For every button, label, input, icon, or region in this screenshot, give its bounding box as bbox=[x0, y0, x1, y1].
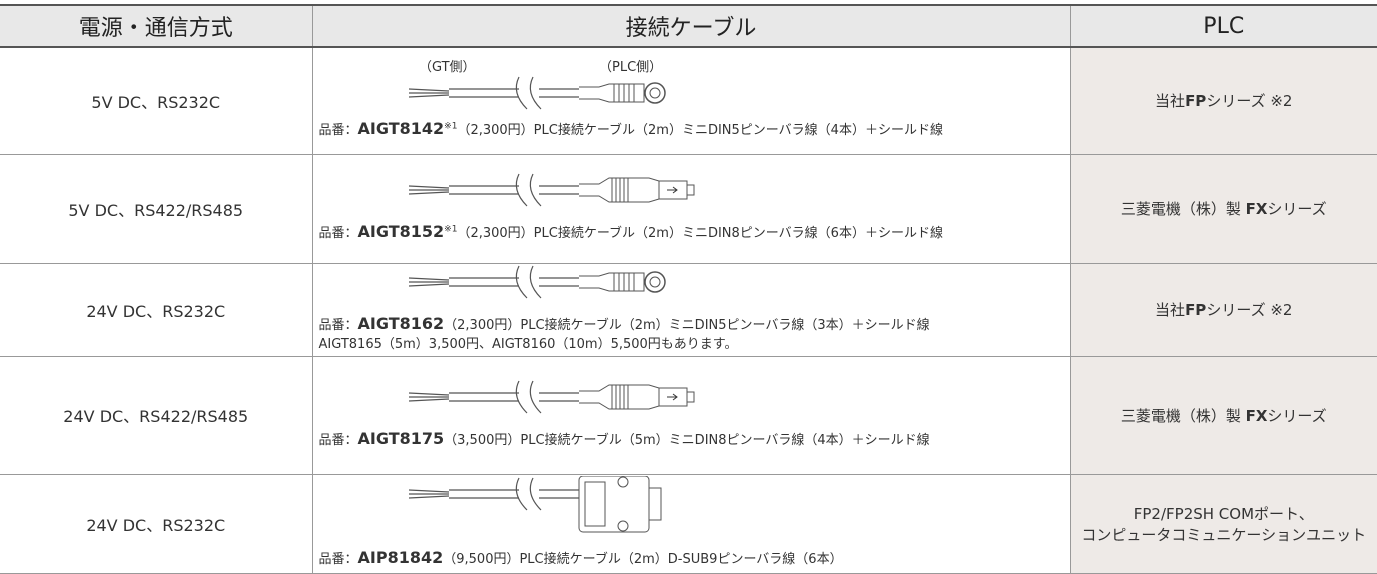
plc-cell: 三菱電機（株）製 FXシリーズ bbox=[1069, 154, 1377, 264]
note: ※1 bbox=[444, 121, 458, 132]
part-line: 品番：AIP81842（9,500円）PLC接続ケーブル（2m）D-SUB9ピン… bbox=[319, 548, 1070, 567]
part-line: 品番：AIGT8142※1（2,300円）PLC接続ケーブル（2m）ミニDIN5… bbox=[319, 119, 1070, 138]
cable-drawing bbox=[409, 476, 829, 536]
plc-cell: FP2/FP2SH COMポート、コンピュータコミュニケーションユニット bbox=[1069, 474, 1377, 574]
part-line: 品番：AIGT8162（2,300円）PLC接続ケーブル（2m）ミニDIN5ピン… bbox=[319, 314, 1070, 333]
power-cell: 24V DC、RS422/RS485 bbox=[0, 356, 312, 475]
plc-text: 当社 bbox=[1155, 301, 1186, 319]
cable-drawing bbox=[409, 379, 829, 417]
plc-text: シリーズ ※2 bbox=[1206, 301, 1293, 319]
plc-text: FP bbox=[1185, 92, 1207, 111]
row: 24V DC、RS422/RS485 品番：AIGT8175（3,500円）PLC… bbox=[0, 356, 1377, 475]
cable-cell: 品番：AIP81842（9,500円）PLC接続ケーブル（2m）D-SUB9ピン… bbox=[311, 474, 1070, 574]
plc-line: FP2/FP2SH COMポート、 bbox=[1133, 504, 1314, 523]
power-cell: 24V DC、RS232C bbox=[0, 474, 312, 574]
plc-text: FX bbox=[1245, 200, 1268, 218]
row: 24V DC、RS232C 品番：AIP81842（9,500円）PLC接続ケーブ… bbox=[0, 474, 1377, 574]
header-cell: PLC bbox=[1069, 4, 1377, 48]
plc-text: FP bbox=[1185, 301, 1207, 319]
cable-cell: 品番：AIGT8162（2,300円）PLC接続ケーブル（2m）ミニDIN5ピン… bbox=[311, 263, 1070, 357]
description: （2,300円）PLC接続ケーブル（2m）ミニDIN5ピンーバラ線（3本）＋シー… bbox=[444, 317, 930, 333]
plc-cell: 三菱電機（株）製 FXシリーズ bbox=[1069, 356, 1377, 475]
header-cell: 電源・通信方式 bbox=[0, 4, 312, 48]
part-number: AIGT8142 bbox=[357, 119, 445, 139]
part-prefix: 品番： bbox=[318, 123, 358, 139]
plc-text: シリーズ bbox=[1267, 200, 1327, 218]
part-prefix: 品番： bbox=[318, 226, 358, 241]
plc-line: コンピュータコミュニケーションユニット bbox=[1081, 525, 1367, 544]
power-cell: 5V DC、RS422/RS485 bbox=[0, 154, 312, 264]
plc-text: シリーズ bbox=[1267, 406, 1327, 425]
description: （2,300円）PLC接続ケーブル（2m）ミニDIN5ピンーバラ線（4本）＋シー… bbox=[457, 123, 943, 139]
table-body: 5V DC、RS232C （GT側） （PLC側） 品番：AIGT8142※1（2,3… bbox=[0, 47, 1377, 574]
row: 24V DC、RS232C 品番：AIGT8162（2,300円）PLC接続ケーブ… bbox=[0, 263, 1377, 357]
part-number: AIP81842 bbox=[357, 548, 444, 567]
cable-drawing bbox=[409, 172, 829, 210]
part-line: 品番：AIGT8152※1（2,300円）PLC接続ケーブル（2m）ミニDIN8… bbox=[319, 222, 1070, 241]
header-row: 電源・通信方式 接続ケーブル PLC bbox=[0, 4, 1377, 48]
plc-text: シリーズ ※2 bbox=[1206, 92, 1293, 111]
plc-text: 三菱電機（株）製 bbox=[1120, 200, 1246, 218]
extra-note: AIGT8165（5m）3,500円、AIGT8160（10m）5,500円もあ… bbox=[318, 336, 738, 352]
plc-cell: 当社FPシリーズ ※2 bbox=[1069, 263, 1377, 357]
plc-text: 当社 bbox=[1155, 92, 1186, 111]
cable-drawing: （GT側） （PLC側） bbox=[409, 60, 829, 111]
note: ※1 bbox=[444, 224, 458, 235]
cable-cell: （GT側） （PLC側） 品番：AIGT8142※1（2,300円）PLC接続ケーブ… bbox=[311, 47, 1070, 155]
cable-drawing bbox=[409, 264, 829, 302]
description: （3,500円）PLC接続ケーブル（5m）ミニDIN8ピンーバラ線（4本）＋シー… bbox=[444, 432, 930, 448]
cable-cell: 品番：AIGT8152※1（2,300円）PLC接続ケーブル（2m）ミニDIN8… bbox=[311, 154, 1070, 264]
part-prefix: 品番： bbox=[318, 317, 358, 333]
plc-text: FX bbox=[1245, 406, 1268, 425]
part-number: AIGT8162 bbox=[357, 313, 445, 333]
cable-label: （GT側） bbox=[419, 60, 476, 75]
header-cell: 接続ケーブル bbox=[311, 4, 1070, 48]
description: （2,300円）PLC接続ケーブル（2m）ミニDIN8ピンーバラ線（6本）＋シー… bbox=[457, 226, 943, 241]
power-cell: 24V DC、RS232C bbox=[0, 263, 312, 357]
row: 5V DC、RS232C （GT側） （PLC側） 品番：AIGT8142※1（2,3… bbox=[0, 47, 1377, 155]
cable-cell: 品番：AIGT8175（3,500円）PLC接続ケーブル（5m）ミニDIN8ピン… bbox=[311, 356, 1070, 475]
page: {"table":{"header":["電源・通信方式","接続ケーブル","… bbox=[0, 4, 1377, 574]
plc-cell: 当社FPシリーズ ※2 bbox=[1069, 47, 1377, 155]
part-prefix: 品番： bbox=[318, 552, 358, 567]
description: （9,500円）PLC接続ケーブル（2m）D-SUB9ピンーバラ線（6本） bbox=[443, 552, 843, 567]
plc-text: 三菱電機（株）製 bbox=[1120, 406, 1246, 425]
cable-label: （PLC側） bbox=[599, 60, 662, 75]
part-prefix: 品番： bbox=[318, 432, 358, 448]
row: 5V DC、RS422/RS485 品番：AIGT8152※1（2,300円）PL… bbox=[0, 154, 1377, 264]
part-number: AIGT8152 bbox=[357, 222, 445, 241]
cable-table: 電源・通信方式 接続ケーブル PLC 5V DC、RS232C （GT側） （PLC側）… bbox=[0, 4, 1377, 574]
part-number: AIGT8175 bbox=[357, 428, 445, 448]
power-cell: 5V DC、RS232C bbox=[0, 47, 312, 155]
part-line: 品番：AIGT8175（3,500円）PLC接続ケーブル（5m）ミニDIN8ピン… bbox=[319, 429, 1070, 448]
